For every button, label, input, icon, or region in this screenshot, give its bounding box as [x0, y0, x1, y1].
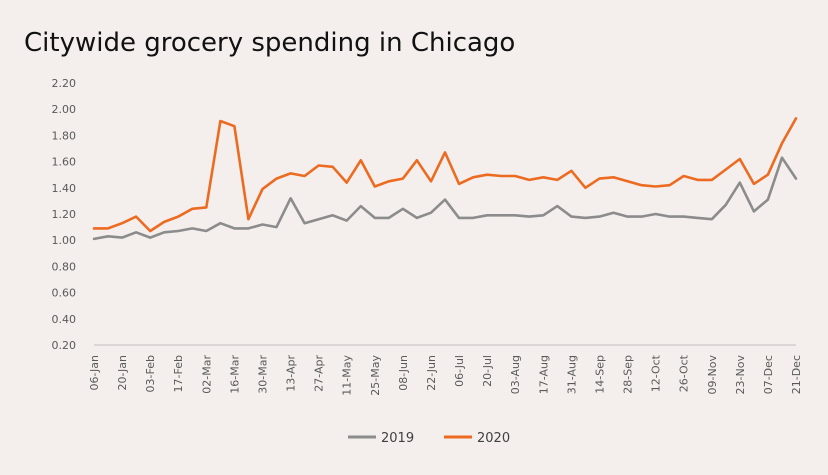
y-tick-label: 0.20 — [52, 339, 77, 352]
x-tick-label: 22-Jun — [425, 355, 438, 391]
x-tick-label: 21-Dec — [790, 355, 803, 394]
x-tick-label: 28-Sep — [622, 355, 635, 394]
x-tick-label: 26-Oct — [678, 354, 691, 392]
y-tick-label: 1.40 — [52, 182, 77, 195]
x-tick-label: 09-Nov — [706, 355, 719, 395]
x-tick-label: 20-Jan — [116, 355, 129, 391]
x-tick-label: 08-Jun — [397, 355, 410, 391]
x-tick-label: 25-May — [369, 355, 382, 396]
x-tick-label: 17-Feb — [172, 355, 185, 392]
y-tick-label: 2.20 — [52, 77, 77, 90]
x-tick-label: 20-Jul — [481, 355, 494, 387]
x-tick-label: 12-Oct — [650, 354, 663, 392]
x-tick-label: 16-Mar — [228, 355, 241, 394]
series-line-2019 — [92, 156, 798, 241]
x-tick-label: 06-Jan — [88, 355, 101, 391]
y-tick-label: 0.80 — [52, 260, 77, 273]
x-tick-label: 14-Sep — [593, 355, 606, 394]
chart-title: Citywide grocery spending in Chicago — [24, 28, 516, 58]
legend-label: 2020 — [477, 431, 510, 446]
y-tick-label: 1.20 — [52, 208, 77, 221]
x-tick-label: 03-Aug — [509, 355, 522, 394]
x-tick-label: 31-Aug — [565, 355, 578, 394]
legend-label: 2019 — [381, 431, 414, 446]
y-tick-label: 2.00 — [52, 103, 77, 116]
x-tick-label: 17-Aug — [537, 355, 550, 394]
x-tick-label: 11-May — [341, 355, 354, 396]
x-tick-label: 02-Mar — [200, 355, 213, 394]
x-tick-label: 07-Dec — [762, 355, 775, 394]
y-tick-label: 1.60 — [52, 156, 77, 169]
y-tick-label: 1.00 — [52, 234, 77, 247]
x-tick-label: 06-Jul — [453, 355, 466, 387]
x-tick-label: 13-Apr — [285, 355, 298, 392]
x-tick-label: 03-Feb — [144, 355, 157, 392]
y-tick-label: 0.60 — [52, 287, 77, 300]
x-tick-label: 23-Nov — [734, 355, 747, 395]
x-tick-label: 30-Mar — [256, 355, 269, 394]
y-tick-label: 1.80 — [52, 129, 77, 142]
series-line-2020 — [92, 117, 798, 233]
x-tick-label: 27-Apr — [313, 355, 326, 392]
y-tick-label: 0.40 — [52, 313, 77, 326]
